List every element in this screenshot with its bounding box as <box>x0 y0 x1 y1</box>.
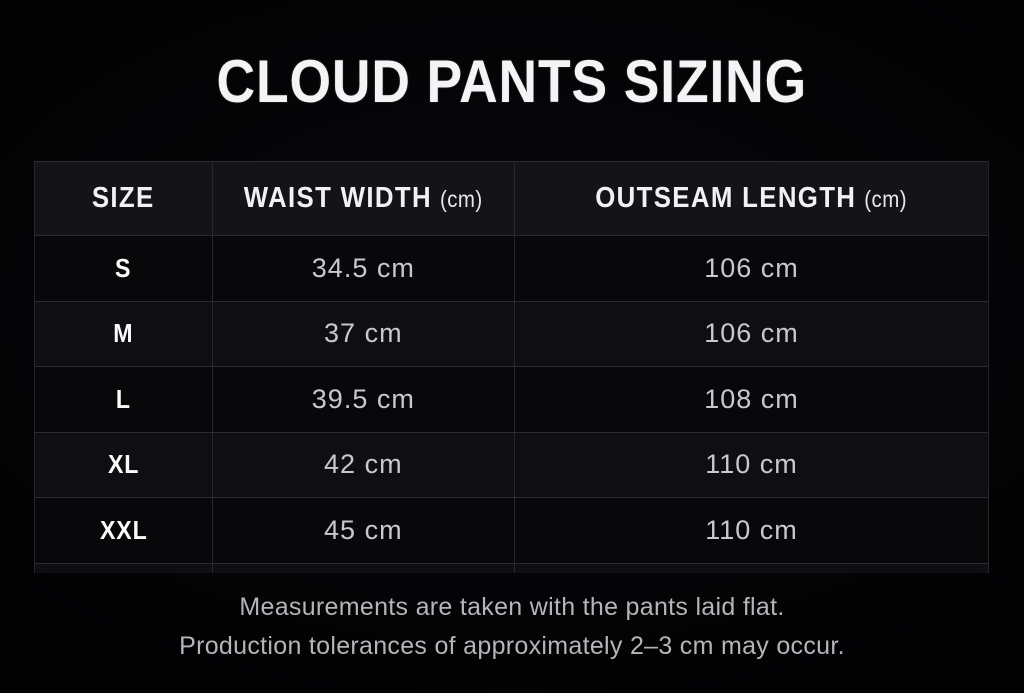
footnote: Measurements are taken with the pants la… <box>0 588 1024 666</box>
column-header-outseam-unit: (cm) <box>864 186 908 212</box>
size-cell: M <box>113 318 134 349</box>
size-cell: XL <box>107 449 139 480</box>
size-cell: L <box>115 383 131 414</box>
table-row-m: M 37 cm 106 cm <box>35 301 988 367</box>
waist-cell: 34.5 cm <box>213 236 515 301</box>
table-row-xxl: XXL 45 cm 110 cm <box>35 498 988 564</box>
waist-cell: 45 cm <box>213 498 515 563</box>
outseam-cell: 110 cm <box>705 514 798 545</box>
table-row-l: L 39.5 cm 108 cm <box>35 367 988 433</box>
column-header-waist-unit: (cm) <box>440 186 483 212</box>
footnote-line-1: Measurements are taken with the pants la… <box>239 593 785 621</box>
size-cell: S <box>115 252 132 283</box>
outseam-cell: 106 cm <box>704 318 799 349</box>
waist-cell: 37 cm <box>213 301 515 366</box>
table-row-s: S 34.5 cm 106 cm <box>35 236 988 302</box>
size-cell: XXL <box>99 514 148 545</box>
column-header-outseam-length: OUTSEAM LENGTH (cm) <box>515 162 988 235</box>
column-header-size-label: SIZE <box>91 182 155 214</box>
sizing-table: SIZE WAIST WIDTH (cm) OUTSEAM LENGTH (cm) … <box>34 161 989 573</box>
column-header-waist-label: WAIST WIDTH <box>243 182 433 214</box>
page-title-text: CLOUD PANTS SIZING <box>216 48 808 115</box>
column-header-waist-width: WAIST WIDTH (cm) <box>213 162 515 235</box>
outseam-cell: 106 cm <box>704 252 799 283</box>
waist-cell: 39.5 cm <box>213 367 515 432</box>
table-row-clipped <box>35 563 988 573</box>
outseam-cell: 110 cm <box>705 449 798 480</box>
column-header-outseam-label: OUTSEAM LENGTH <box>595 182 857 214</box>
table-row-xl: XL 42 cm 110 cm <box>35 432 988 498</box>
outseam-cell: 108 cm <box>704 383 799 414</box>
page-title: CLOUD PANTS SIZING <box>0 50 1024 114</box>
waist-cell: 42 cm <box>213 432 515 497</box>
footnote-line-2: Production tolerances of approximately 2… <box>179 632 845 660</box>
table-header-row: SIZE WAIST WIDTH (cm) OUTSEAM LENGTH (cm) <box>35 162 988 236</box>
column-header-size: SIZE <box>35 162 213 235</box>
